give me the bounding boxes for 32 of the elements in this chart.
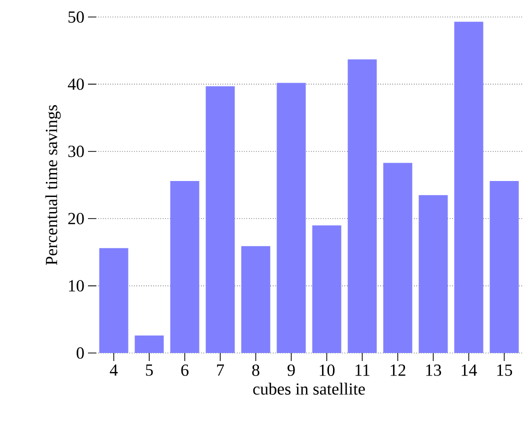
y-axis-title: Percentual time savings bbox=[45, 105, 61, 265]
bar bbox=[241, 246, 270, 353]
bar bbox=[454, 22, 484, 353]
x-tick-label: 5 bbox=[146, 364, 153, 376]
y-tick-label: 20 bbox=[68, 212, 84, 224]
bar bbox=[134, 336, 164, 353]
bar bbox=[312, 225, 342, 353]
y-tick-label: 30 bbox=[68, 146, 84, 158]
x-tick-label: 8 bbox=[252, 364, 260, 376]
x-tick-label: 4 bbox=[110, 364, 118, 376]
x-tick-label: 9 bbox=[288, 364, 295, 376]
y-tick-label: 10 bbox=[69, 280, 84, 292]
x-tick-label: 14 bbox=[462, 364, 477, 376]
bar bbox=[348, 59, 377, 353]
x-tick-label: 11 bbox=[356, 364, 370, 376]
x-tick-label: 15 bbox=[497, 364, 512, 376]
x-tick-label: 7 bbox=[217, 364, 224, 376]
x-tick-label: 10 bbox=[320, 364, 335, 376]
bar bbox=[383, 162, 412, 353]
x-tick-label: 12 bbox=[390, 364, 406, 376]
bar bbox=[99, 248, 128, 353]
bar bbox=[276, 82, 306, 353]
y-tick-label: 0 bbox=[76, 347, 84, 359]
y-tick-label: 40 bbox=[68, 78, 84, 90]
bar bbox=[418, 195, 448, 353]
bar bbox=[170, 180, 200, 353]
y-tick-label: 50 bbox=[68, 11, 84, 23]
x-axis-title: cubes in satellite bbox=[253, 382, 365, 395]
x-tick-label: 13 bbox=[426, 364, 442, 376]
x-tick-label: 6 bbox=[181, 364, 188, 376]
bar bbox=[490, 180, 519, 353]
bar bbox=[206, 86, 235, 353]
